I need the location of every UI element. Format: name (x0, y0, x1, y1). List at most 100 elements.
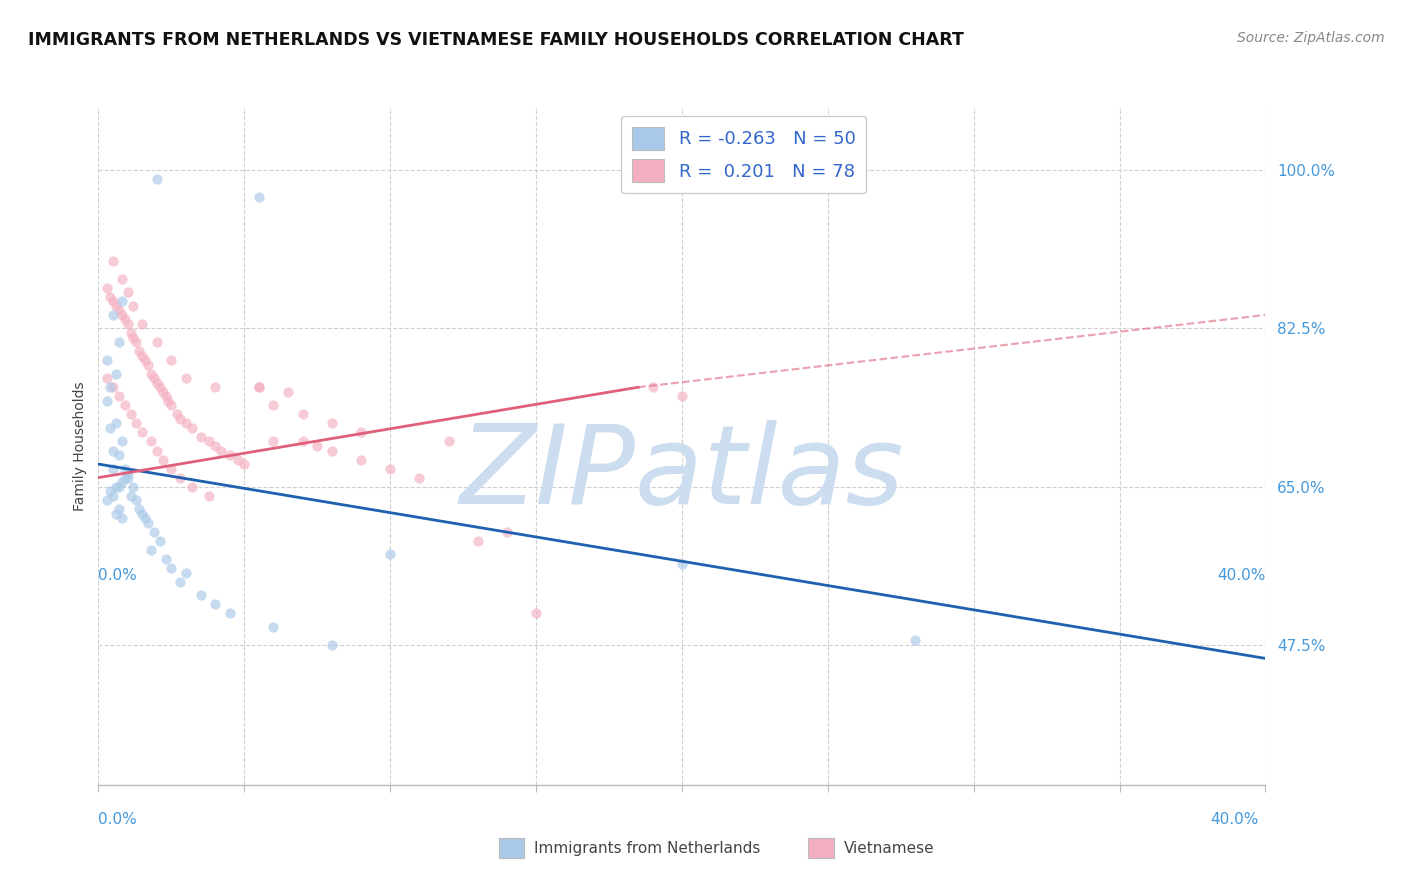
Point (198, 489, 221, 503)
Point (114, 312, 136, 326)
Point (122, 299, 145, 313)
Point (125, 334, 148, 349)
Point (98, 290, 121, 304)
Point (108, 480, 131, 494)
Point (262, 434, 284, 449)
Point (111, 272, 134, 286)
Point (146, 376, 169, 390)
Text: Vietnamese: Vietnamese (844, 841, 934, 856)
Point (101, 380, 124, 394)
Point (134, 511, 156, 525)
Point (101, 443, 124, 458)
Point (204, 380, 226, 394)
Point (139, 543, 162, 558)
Point (174, 371, 197, 385)
Point (122, 330, 145, 344)
Point (96, 393, 118, 408)
Point (174, 417, 197, 431)
Point (247, 380, 270, 394)
Point (114, 398, 136, 412)
Point (128, 344, 150, 359)
Point (524, 606, 547, 620)
Point (101, 461, 124, 475)
Point (117, 470, 139, 484)
Point (108, 448, 131, 462)
Point (155, 552, 177, 566)
Point (142, 371, 165, 385)
Point (114, 470, 136, 484)
Point (247, 380, 270, 394)
Point (98, 380, 121, 394)
Text: Source: ZipAtlas.com: Source: ZipAtlas.com (1237, 31, 1385, 45)
Y-axis label: Family Households: Family Households (73, 381, 87, 511)
Point (233, 457, 256, 471)
Point (146, 334, 169, 349)
Point (125, 417, 148, 431)
Point (307, 439, 329, 453)
Point (104, 367, 127, 381)
Point (134, 353, 156, 368)
Point (136, 516, 159, 530)
Point (96, 371, 118, 385)
Point (291, 408, 314, 422)
Point (139, 367, 162, 381)
Point (204, 597, 226, 611)
Point (160, 461, 183, 475)
Point (139, 434, 162, 449)
Point (174, 566, 197, 580)
Point (96, 493, 118, 508)
Point (149, 380, 172, 394)
Legend: R = -0.263   N = 50, R =  0.201   N = 78: R = -0.263 N = 50, R = 0.201 N = 78 (621, 116, 866, 194)
Point (98, 484, 121, 499)
Point (169, 412, 191, 426)
Point (209, 443, 232, 458)
Point (671, 389, 693, 403)
Text: 40.0%: 40.0% (1218, 568, 1265, 583)
Point (152, 384, 174, 399)
Text: 0.0%: 0.0% (98, 568, 138, 583)
Point (96, 353, 118, 368)
Point (321, 638, 343, 652)
Point (166, 408, 188, 422)
Point (155, 389, 177, 403)
Point (380, 548, 402, 562)
Text: 0.0%: 0.0% (98, 812, 138, 827)
Point (321, 417, 343, 431)
Point (131, 507, 153, 521)
Point (218, 606, 240, 620)
Point (190, 588, 212, 602)
Point (114, 461, 136, 475)
Point (641, 380, 664, 394)
Point (160, 398, 183, 412)
Point (111, 475, 134, 490)
Point (108, 389, 131, 403)
Point (180, 421, 202, 435)
Point (408, 470, 430, 484)
Text: Immigrants from Netherlands: Immigrants from Netherlands (534, 841, 761, 856)
Point (350, 425, 373, 440)
Point (111, 511, 134, 525)
Point (467, 533, 489, 548)
Point (160, 353, 183, 368)
Point (108, 502, 131, 516)
Point (149, 533, 172, 548)
Point (180, 480, 202, 494)
Point (262, 398, 284, 412)
Point (671, 557, 693, 571)
Point (169, 470, 191, 484)
Point (350, 452, 373, 467)
Point (128, 502, 150, 516)
Point (101, 253, 124, 268)
Point (104, 299, 127, 313)
Point (111, 294, 134, 309)
Point (101, 308, 124, 322)
Point (198, 434, 221, 449)
Point (111, 308, 134, 322)
Point (136, 358, 159, 372)
Point (277, 384, 299, 399)
Point (111, 434, 134, 449)
Point (120, 489, 142, 503)
Point (131, 317, 153, 331)
Point (146, 172, 169, 186)
Point (104, 417, 127, 431)
